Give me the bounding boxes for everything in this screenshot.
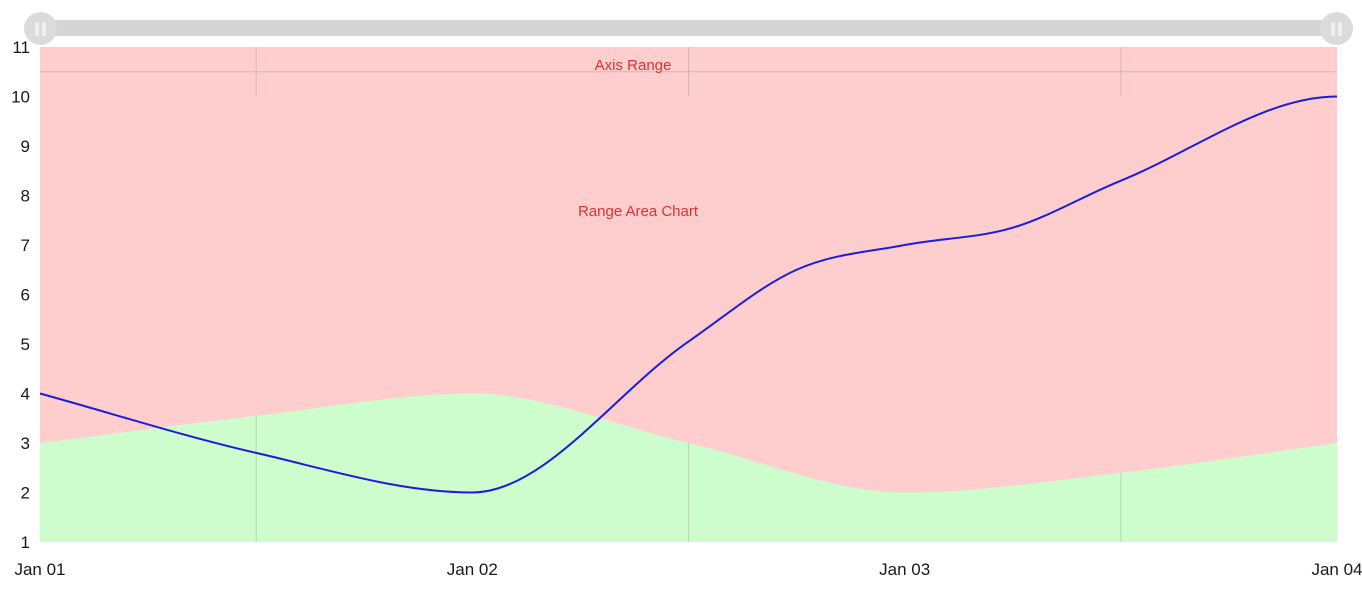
- y-tick-label: 11: [12, 38, 30, 57]
- y-tick-label: 2: [21, 484, 30, 503]
- scrollbar-right-handle[interactable]: [1320, 12, 1353, 45]
- zoom-scrollbar[interactable]: [0, 0, 1362, 45]
- axis-range-annotation: Axis Range: [595, 57, 672, 74]
- y-tick-label: 3: [21, 434, 30, 453]
- y-tick-label: 5: [21, 335, 30, 354]
- y-tick-label: 6: [21, 286, 30, 305]
- y-axis: 11 10 9 8 7 6 5 4 3 2 1: [11, 38, 30, 552]
- chart-title: Range Area Chart: [578, 203, 699, 220]
- grip-icon: [1331, 21, 1335, 36]
- grip-icon: [35, 21, 39, 36]
- y-tick-label: 8: [21, 187, 30, 206]
- x-tick-label: Jan 01: [14, 560, 65, 579]
- y-tick-label: 1: [21, 533, 30, 552]
- y-tick-label: 4: [21, 385, 30, 404]
- spline-line-series: [39, 95, 1338, 494]
- x-tick-label: Jan 02: [447, 560, 498, 579]
- lower-range-area: [40, 393, 1337, 542]
- scrollbar-track[interactable]: [25, 20, 1353, 36]
- x-tick-label: Jan 03: [879, 560, 930, 579]
- gridlines: [255, 47, 1122, 542]
- x-axis: Jan 01 Jan 02 Jan 03 Jan 04: [14, 560, 1362, 579]
- grip-icon: [42, 21, 46, 36]
- x-tick-label: Jan 04: [1311, 560, 1362, 579]
- y-tick-label: 7: [21, 236, 30, 255]
- scrollbar-left-handle[interactable]: [24, 12, 57, 45]
- y-tick-label: 10: [11, 88, 30, 107]
- grip-icon: [1338, 21, 1342, 36]
- y-tick-label: 9: [21, 137, 30, 156]
